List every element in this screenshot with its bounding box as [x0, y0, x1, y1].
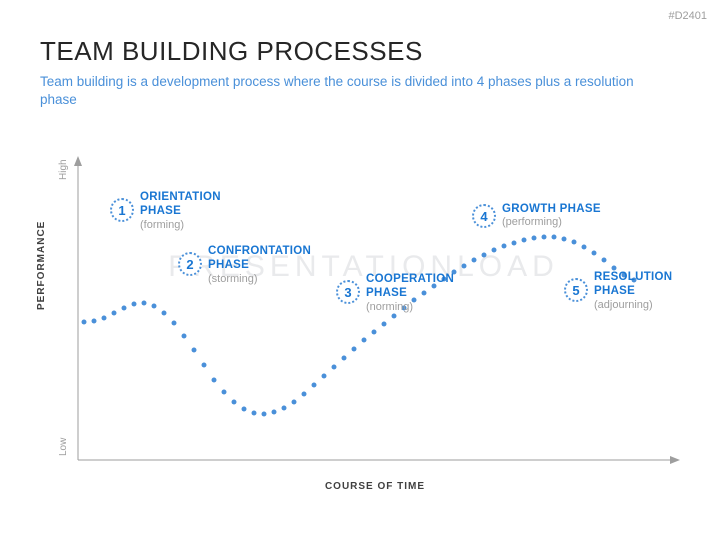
phase-label-2: CONFRONTATIONPHASE(storming)	[208, 244, 311, 287]
curve-dot	[212, 378, 217, 383]
curve-dot	[592, 251, 597, 256]
curve-dot	[192, 348, 197, 353]
phase-sub: (adjourning)	[594, 299, 672, 313]
phase-label-3: COOPERATIONPHASE(norming)	[366, 272, 454, 315]
curve-dot	[532, 236, 537, 241]
curve-dot	[542, 235, 547, 240]
curve-dot	[262, 412, 267, 417]
curve-dot	[322, 374, 327, 379]
y-axis-low-label: Low	[58, 438, 69, 456]
curve-dot	[492, 248, 497, 253]
curve-dot	[162, 311, 167, 316]
curve-dot	[312, 383, 317, 388]
phase-name: GROWTH PHASE	[502, 202, 601, 216]
curve-dot	[82, 320, 87, 325]
phase-sub: (norming)	[366, 301, 454, 315]
curve-dot	[502, 244, 507, 249]
phase-badge-3: 3	[336, 280, 360, 304]
curve-dot	[302, 392, 307, 397]
phase-badge-1: 1	[110, 198, 134, 222]
curve-dot	[132, 302, 137, 307]
phase-label-5: RESOLUTIONPHASE(adjourning)	[594, 270, 672, 313]
curve-dot	[572, 240, 577, 245]
phase-name-line2: PHASE	[594, 284, 672, 298]
curve-dot	[462, 264, 467, 269]
phase-label-4: GROWTH PHASE(performing)	[502, 202, 601, 230]
curve-dot	[92, 319, 97, 324]
curve-dot	[382, 322, 387, 327]
curve-dot	[122, 306, 127, 311]
page-subtitle: Team building is a development process w…	[40, 73, 640, 109]
phase-sub: (performing)	[502, 216, 601, 230]
curve-dot	[372, 330, 377, 335]
curve-dot	[152, 304, 157, 309]
curve-dot	[512, 241, 517, 246]
slide-id-label: #D2401	[668, 10, 707, 22]
curve-dot	[602, 258, 607, 263]
phase-name: COOPERATION	[366, 272, 454, 286]
curve-dot	[102, 316, 107, 321]
curve-dot	[282, 406, 287, 411]
curve-dot	[112, 311, 117, 316]
team-building-curve-chart: High Low PERFORMANCE COURSE OF TIME 1ORI…	[60, 160, 690, 490]
curve-dot	[482, 253, 487, 258]
curve-dot	[522, 238, 527, 243]
curve-dot	[272, 410, 277, 415]
phase-name: CONFRONTATION	[208, 244, 311, 258]
x-axis-label: COURSE OF TIME	[60, 481, 690, 492]
phase-sub: (forming)	[140, 219, 221, 233]
curve-dot	[232, 400, 237, 405]
phase-name: RESOLUTION	[594, 270, 672, 284]
curve-dot	[342, 356, 347, 361]
curve-dot	[362, 338, 367, 343]
curve-dot	[202, 363, 207, 368]
curve-dot	[252, 411, 257, 416]
curve-dot	[222, 390, 227, 395]
curve-dot	[332, 365, 337, 370]
curve-dot	[472, 258, 477, 263]
phase-sub: (storming)	[208, 273, 311, 287]
phase-badge-2: 2	[178, 252, 202, 276]
y-axis-label: PERFORMANCE	[36, 221, 47, 310]
curve-dot	[582, 245, 587, 250]
page-title: TEAM BUILDING PROCESSES	[40, 36, 687, 67]
curve-dot	[172, 321, 177, 326]
curve-dot	[562, 237, 567, 242]
curve-dot	[352, 347, 357, 352]
phase-badge-4: 4	[472, 204, 496, 228]
phase-name-line2: PHASE	[140, 204, 221, 218]
y-axis-high-label: High	[58, 159, 69, 180]
phase-badge-5: 5	[564, 278, 588, 302]
phase-name-line2: PHASE	[366, 286, 454, 300]
phase-name-line2: PHASE	[208, 258, 311, 272]
phase-label-1: ORIENTATIONPHASE(forming)	[140, 190, 221, 233]
curve-dot	[552, 235, 557, 240]
phase-name: ORIENTATION	[140, 190, 221, 204]
curve-dot	[142, 301, 147, 306]
curve-dot	[242, 407, 247, 412]
curve-dot	[182, 334, 187, 339]
slide: #D2401 TEAM BUILDING PROCESSES Team buil…	[0, 0, 727, 545]
curve-dot	[292, 400, 297, 405]
